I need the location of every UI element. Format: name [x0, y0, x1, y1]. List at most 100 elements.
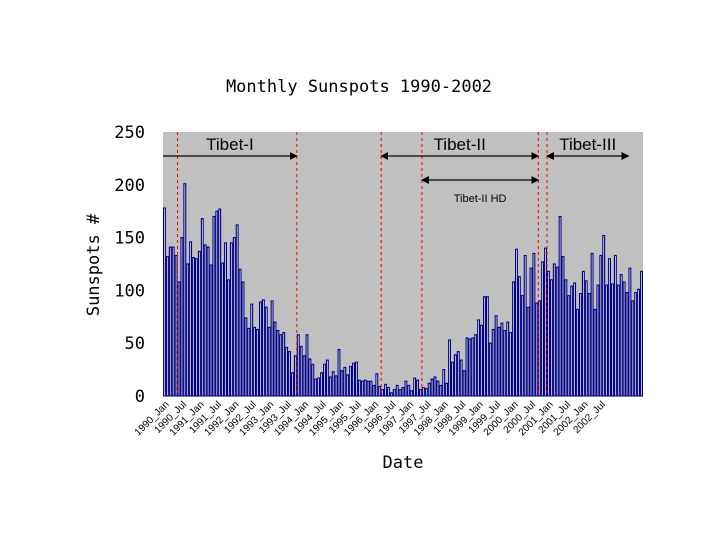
- bar-62: [343, 366, 347, 397]
- bar-65: [352, 362, 355, 397]
- bar-74: [378, 385, 382, 397]
- bar-156: [616, 284, 620, 397]
- chart-title: Monthly Sunspots 1990-2002: [226, 77, 492, 97]
- bar-142: [576, 308, 579, 397]
- bar-71: [369, 380, 373, 397]
- bar-147: [590, 252, 594, 397]
- bar-34: [261, 299, 265, 397]
- bar-117: [503, 329, 507, 397]
- bar-0: [163, 207, 166, 397]
- bar-77: [386, 386, 390, 397]
- bar-103: [462, 370, 466, 397]
- bar-85: [410, 390, 414, 397]
- bar-145: [584, 280, 588, 397]
- bar-149: [596, 284, 600, 397]
- bar-44: [290, 372, 294, 397]
- bar-45: [293, 355, 297, 397]
- y-tick-label-1: 50: [125, 334, 145, 354]
- bar-122: [517, 276, 521, 397]
- bar-76: [384, 383, 387, 397]
- bar-57: [328, 376, 332, 397]
- bar-123: [520, 295, 524, 397]
- bar-97: [445, 382, 449, 397]
- bar-27: [241, 281, 245, 397]
- bar-46: [296, 334, 300, 397]
- bar-158: [622, 281, 626, 397]
- bar-43: [288, 351, 291, 397]
- bar-67: [357, 379, 361, 397]
- y-tick-label-4: 200: [114, 176, 145, 196]
- bar-80: [395, 384, 399, 397]
- bar-126: [529, 267, 533, 397]
- bar-6: [180, 237, 184, 397]
- bar-141: [573, 282, 577, 397]
- bar-131: [544, 247, 547, 397]
- bar-50: [308, 358, 312, 397]
- bar-16: [209, 264, 213, 397]
- bar-20: [221, 262, 225, 397]
- bar-160: [628, 267, 632, 397]
- bar-90: [424, 388, 428, 397]
- bar-115: [497, 326, 501, 397]
- bar-68: [360, 380, 364, 397]
- bar-109: [480, 324, 483, 397]
- bar-161: [631, 300, 635, 397]
- bar-96: [442, 369, 446, 397]
- bar-116: [500, 322, 504, 397]
- bar-25: [235, 224, 239, 397]
- bar-139: [567, 295, 571, 397]
- bar-61: [340, 370, 344, 397]
- bar-10: [192, 257, 195, 397]
- bar-19: [218, 208, 222, 397]
- bar-79: [392, 389, 396, 397]
- bar-153: [608, 258, 611, 397]
- bar-78: [389, 392, 393, 397]
- bar-54: [320, 372, 323, 397]
- bar-89: [421, 386, 425, 397]
- bar-26: [238, 268, 242, 397]
- bar-86: [413, 377, 417, 397]
- bar-21: [224, 242, 227, 397]
- bar-129: [538, 300, 542, 397]
- bar-95: [439, 384, 443, 397]
- bar-93: [433, 376, 437, 397]
- bar-72: [372, 384, 376, 397]
- bar-7: [183, 183, 187, 397]
- bar-14: [203, 244, 207, 397]
- bar-102: [459, 359, 463, 397]
- bar-53: [317, 377, 321, 397]
- bar-154: [610, 283, 614, 397]
- bar-55: [322, 363, 326, 397]
- bar-138: [564, 279, 568, 397]
- bar-100: [453, 354, 457, 397]
- bar-82: [401, 386, 405, 397]
- bar-107: [474, 334, 478, 397]
- bar-58: [331, 371, 335, 397]
- bar-130: [541, 261, 545, 397]
- bar-13: [200, 218, 204, 397]
- bar-113: [491, 328, 495, 397]
- bar-146: [587, 293, 591, 397]
- bar-91: [427, 382, 431, 397]
- bar-164: [640, 270, 643, 397]
- bar-15: [206, 246, 210, 397]
- bar-135: [555, 266, 559, 397]
- bar-148: [593, 308, 597, 397]
- bar-37: [270, 300, 274, 397]
- bar-143: [578, 293, 582, 397]
- bar-31: [253, 326, 257, 397]
- bar-28: [244, 317, 248, 397]
- bar-157: [619, 274, 623, 397]
- bar-101: [456, 351, 460, 397]
- bar-73: [375, 373, 379, 397]
- bar-92: [430, 378, 434, 397]
- bar-18: [215, 210, 219, 397]
- bar-132: [546, 270, 550, 397]
- bar-110: [482, 296, 486, 397]
- bar-150: [599, 255, 603, 397]
- bar-124: [523, 255, 527, 397]
- y-axis: 0 50 100 150 200 250: [114, 123, 145, 407]
- y-tick-label-3: 150: [114, 229, 145, 249]
- bar-162: [634, 291, 638, 397]
- annotations: Tibet-I Tibet-II Tibet-II HD Tibet-III: [163, 135, 630, 205]
